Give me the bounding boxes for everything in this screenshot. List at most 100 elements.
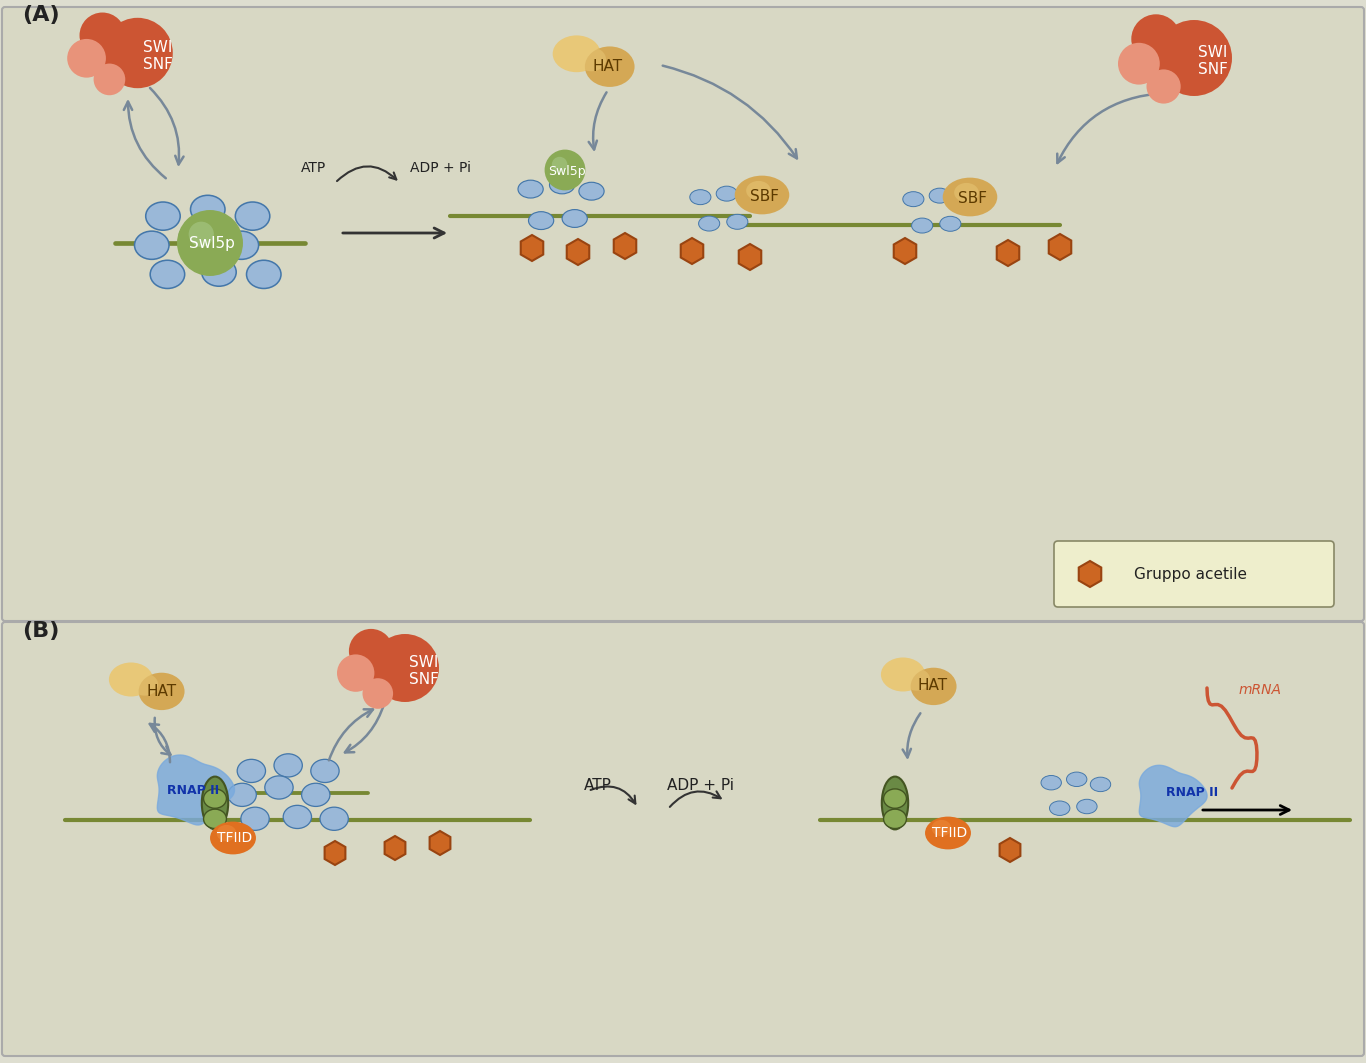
Ellipse shape — [698, 216, 720, 231]
Ellipse shape — [228, 783, 257, 807]
Ellipse shape — [579, 182, 604, 200]
Ellipse shape — [735, 175, 790, 215]
Circle shape — [372, 634, 438, 702]
Text: (B): (B) — [22, 621, 59, 641]
Polygon shape — [893, 238, 917, 264]
Ellipse shape — [553, 35, 601, 72]
Ellipse shape — [146, 202, 180, 231]
Polygon shape — [520, 235, 544, 261]
Ellipse shape — [179, 222, 214, 251]
Text: mRNA: mRNA — [1239, 684, 1281, 697]
Ellipse shape — [911, 668, 956, 705]
Text: Swl5p: Swl5p — [189, 236, 235, 251]
Polygon shape — [567, 239, 589, 265]
Ellipse shape — [884, 789, 907, 808]
Ellipse shape — [240, 807, 269, 830]
Polygon shape — [1000, 838, 1020, 862]
Text: SWI
SNF: SWI SNF — [408, 655, 438, 687]
Text: SBF: SBF — [750, 188, 779, 203]
Polygon shape — [1049, 234, 1071, 260]
Ellipse shape — [320, 807, 348, 830]
Circle shape — [102, 18, 173, 88]
Ellipse shape — [576, 48, 607, 71]
Ellipse shape — [275, 754, 302, 777]
Ellipse shape — [283, 806, 311, 828]
Polygon shape — [385, 836, 406, 860]
Text: RNAP II: RNAP II — [167, 783, 219, 796]
Ellipse shape — [139, 673, 184, 710]
Ellipse shape — [202, 258, 236, 286]
Ellipse shape — [903, 191, 923, 206]
Ellipse shape — [190, 196, 225, 223]
Ellipse shape — [265, 776, 294, 799]
FancyBboxPatch shape — [1, 7, 1365, 621]
Ellipse shape — [204, 809, 227, 828]
Ellipse shape — [585, 47, 635, 87]
Ellipse shape — [740, 191, 762, 206]
Text: Swl5p: Swl5p — [548, 165, 586, 178]
Polygon shape — [680, 238, 703, 264]
Ellipse shape — [238, 759, 265, 782]
Ellipse shape — [1049, 802, 1070, 815]
Ellipse shape — [1067, 772, 1087, 787]
Ellipse shape — [204, 789, 227, 808]
Circle shape — [79, 13, 126, 58]
Ellipse shape — [1090, 777, 1111, 792]
Polygon shape — [1079, 561, 1101, 587]
Circle shape — [189, 222, 214, 247]
Ellipse shape — [911, 218, 933, 233]
Circle shape — [348, 629, 393, 673]
Ellipse shape — [953, 193, 975, 208]
Circle shape — [1131, 14, 1180, 64]
Ellipse shape — [131, 674, 158, 695]
Text: ADP + Pi: ADP + Pi — [667, 777, 734, 793]
Circle shape — [337, 655, 374, 692]
Circle shape — [1146, 69, 1180, 103]
Ellipse shape — [210, 822, 255, 855]
Ellipse shape — [903, 669, 930, 691]
Text: SBF: SBF — [958, 190, 986, 205]
Text: RNAP II: RNAP II — [1167, 787, 1218, 799]
Text: HAT: HAT — [593, 58, 623, 73]
Ellipse shape — [549, 176, 575, 193]
Ellipse shape — [561, 209, 587, 227]
Polygon shape — [157, 755, 235, 825]
Circle shape — [67, 39, 107, 78]
Circle shape — [1117, 43, 1160, 85]
FancyBboxPatch shape — [1055, 541, 1335, 607]
Text: TFIID: TFIID — [933, 826, 967, 840]
Ellipse shape — [727, 215, 747, 230]
Ellipse shape — [150, 260, 184, 288]
Circle shape — [545, 150, 586, 190]
Ellipse shape — [943, 178, 997, 217]
Ellipse shape — [311, 759, 339, 782]
Polygon shape — [1139, 765, 1208, 827]
Text: ADP + Pi: ADP + Pi — [410, 161, 471, 175]
Ellipse shape — [224, 231, 258, 259]
Ellipse shape — [1076, 799, 1097, 813]
Ellipse shape — [884, 809, 907, 828]
Ellipse shape — [882, 777, 908, 829]
Ellipse shape — [746, 181, 770, 200]
Circle shape — [94, 64, 126, 96]
Ellipse shape — [955, 183, 979, 202]
Ellipse shape — [716, 186, 738, 201]
Ellipse shape — [1041, 776, 1061, 790]
Polygon shape — [997, 240, 1019, 266]
Ellipse shape — [217, 825, 236, 841]
Text: SWI
SNF: SWI SNF — [143, 39, 173, 72]
Text: ATP: ATP — [585, 777, 612, 793]
Polygon shape — [613, 233, 637, 259]
Circle shape — [178, 210, 243, 276]
Polygon shape — [430, 831, 451, 855]
Ellipse shape — [529, 212, 553, 230]
Ellipse shape — [518, 180, 544, 198]
Ellipse shape — [202, 777, 228, 829]
Text: TFIID: TFIID — [217, 831, 253, 845]
Ellipse shape — [929, 188, 951, 203]
Text: (A): (A) — [22, 5, 60, 26]
Ellipse shape — [302, 783, 331, 807]
Ellipse shape — [881, 658, 925, 692]
FancyBboxPatch shape — [1, 622, 1365, 1056]
Circle shape — [1156, 20, 1232, 96]
